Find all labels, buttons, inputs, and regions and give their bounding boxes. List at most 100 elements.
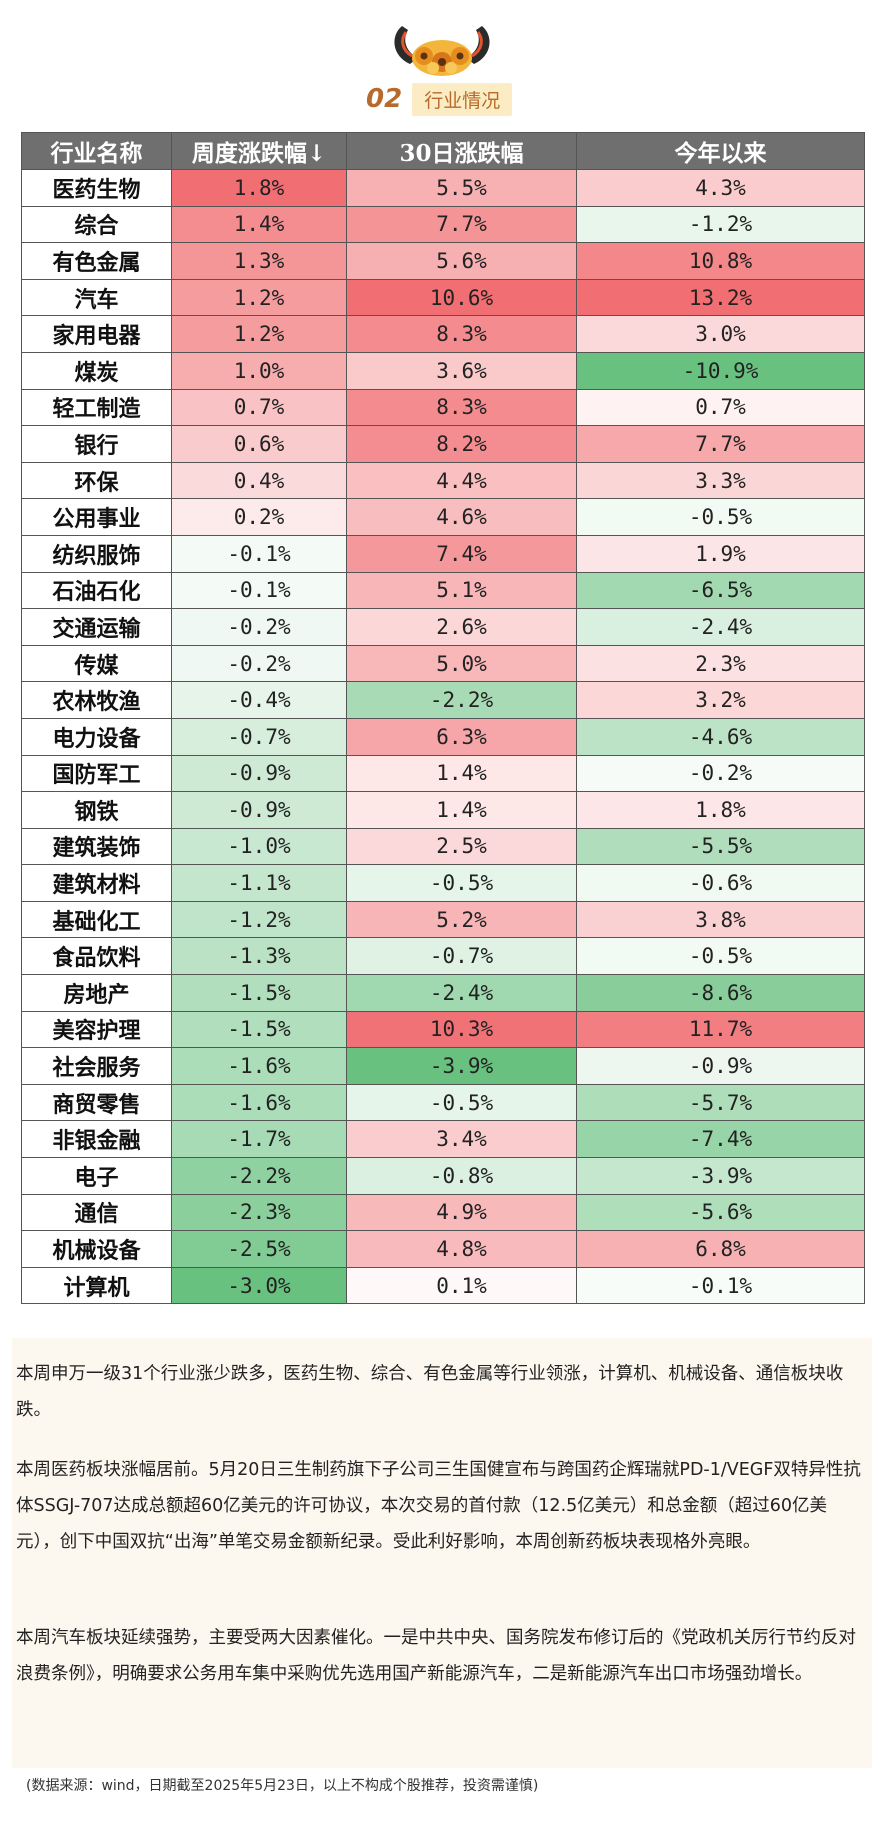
weekly-change-cell: 1.8% <box>171 169 347 207</box>
table-row: 综合 1.4% 7.7% -1.2% <box>21 205 865 244</box>
30day-change-cell: 4.8% <box>346 1230 577 1268</box>
weekly-change-cell: -1.5% <box>171 1010 347 1049</box>
weekly-change-cell: -1.1% <box>171 864 347 902</box>
weekly-change-cell: 1.0% <box>171 351 347 390</box>
ytd-change-cell: 6.8% <box>576 1230 865 1268</box>
industry-name-cell: 非银金融 <box>21 1120 172 1159</box>
industry-name-cell: 环保 <box>21 461 172 500</box>
industry-name-cell: 机械设备 <box>21 1230 172 1268</box>
ytd-change-cell: -0.2% <box>576 754 865 793</box>
30day-change-cell: -0.5% <box>346 864 577 902</box>
30day-change-cell: 5.2% <box>346 900 577 939</box>
weekly-change-cell: 1.2% <box>171 278 347 317</box>
industry-name-cell: 商贸零售 <box>21 1083 172 1122</box>
section-title: 行业情况 <box>412 82 513 116</box>
header-30day-change: 30日涨跌幅 <box>346 132 577 170</box>
30day-change-cell: 1.4% <box>346 754 577 793</box>
ytd-change-cell: 1.9% <box>576 534 865 573</box>
industry-name-cell: 有色金属 <box>21 242 172 280</box>
weekly-change-cell: -1.0% <box>171 827 347 866</box>
ytd-change-cell: 13.2% <box>576 278 865 317</box>
ytd-change-cell: -2.4% <box>576 608 865 646</box>
table-row: 建筑材料 -1.1% -0.5% -0.6% <box>21 864 865 902</box>
30day-change-cell: 7.7% <box>346 205 577 244</box>
table-row: 传媒 -0.2% 5.0% 2.3% <box>21 644 865 683</box>
data-source-note: (数据来源：wind，日期截至2025年5月23日，以上不构成个股推荐，投资需谨… <box>26 1778 539 1794</box>
table-row: 机械设备 -2.5% 4.8% 6.8% <box>21 1230 865 1268</box>
commentary-paragraph-1: 本周申万一级31个行业涨少跌多，医药生物、综合、有色金属等行业领涨，计算机、机械… <box>16 1364 844 1420</box>
weekly-change-cell: -0.2% <box>171 608 347 646</box>
industry-name-cell: 钢铁 <box>21 791 172 829</box>
30day-change-cell: 5.5% <box>346 169 577 207</box>
ytd-change-cell: -5.6% <box>576 1193 865 1232</box>
weekly-change-cell: -0.4% <box>171 681 347 719</box>
30day-change-cell: 3.6% <box>346 351 577 390</box>
weekly-change-cell: 0.6% <box>171 425 347 463</box>
30day-change-cell: -2.4% <box>346 974 577 1012</box>
table-row: 环保 0.4% 4.4% 3.3% <box>21 461 865 500</box>
weekly-change-cell: -0.7% <box>171 717 347 756</box>
industry-name-cell: 电力设备 <box>21 717 172 756</box>
industry-name-cell: 通信 <box>21 1193 172 1232</box>
weekly-change-cell: -1.3% <box>171 937 347 976</box>
ytd-change-cell: 2.3% <box>576 644 865 683</box>
ytd-change-cell: 1.8% <box>576 791 865 829</box>
weekly-change-cell: -0.9% <box>171 754 347 793</box>
section-header: 02 行业情况 <box>0 0 895 120</box>
ytd-change-cell: -0.9% <box>576 1047 865 1085</box>
weekly-change-cell: 1.3% <box>171 242 347 280</box>
table-row: 国防军工 -0.9% 1.4% -0.2% <box>21 754 865 793</box>
table-row: 钢铁 -0.9% 1.4% 1.8% <box>21 791 865 829</box>
30day-change-cell: 5.1% <box>346 571 577 610</box>
30day-change-cell: 1.4% <box>346 791 577 829</box>
30day-change-cell: 8.2% <box>346 425 577 463</box>
ytd-change-cell: -0.5% <box>576 498 865 536</box>
industry-name-cell: 交通运输 <box>21 608 172 646</box>
industry-name-cell: 纺织服饰 <box>21 534 172 573</box>
30day-change-cell: 10.3% <box>346 1010 577 1049</box>
table-row: 非银金融 -1.7% 3.4% -7.4% <box>21 1120 865 1159</box>
ytd-change-cell: -1.2% <box>576 205 865 244</box>
weekly-change-cell: -1.7% <box>171 1120 347 1159</box>
industry-name-cell: 医药生物 <box>21 169 172 207</box>
weekly-change-cell: -1.5% <box>171 974 347 1012</box>
industry-name-cell: 国防军工 <box>21 754 172 793</box>
industry-name-cell: 汽车 <box>21 278 172 317</box>
30day-change-cell: 10.6% <box>346 278 577 317</box>
ytd-change-cell: -3.9% <box>576 1157 865 1195</box>
industry-name-cell: 基础化工 <box>21 900 172 939</box>
30day-change-cell: 2.6% <box>346 608 577 646</box>
weekly-change-cell: -2.5% <box>171 1230 347 1268</box>
30day-change-cell: -0.5% <box>346 1083 577 1122</box>
industry-name-cell: 农林牧渔 <box>21 681 172 719</box>
ytd-change-cell: 0.7% <box>576 388 865 427</box>
industry-name-cell: 石油石化 <box>21 571 172 610</box>
industry-name-cell: 轻工制造 <box>21 388 172 427</box>
30day-change-cell: 0.1% <box>346 1266 577 1305</box>
weekly-change-cell: -1.6% <box>171 1083 347 1122</box>
header-weekly-change[interactable]: 周度涨跌幅↓ <box>171 132 347 170</box>
commentary-box: 本周申万一级31个行业涨少跌多，医药生物、综合、有色金属等行业领涨，计算机、机械… <box>12 1338 872 1768</box>
table-row: 煤炭 1.0% 3.6% -10.9% <box>21 351 865 390</box>
ytd-change-cell: -6.5% <box>576 571 865 610</box>
30day-change-cell: 7.4% <box>346 534 577 573</box>
30day-change-cell: 3.4% <box>346 1120 577 1159</box>
table-row: 社会服务 -1.6% -3.9% -0.9% <box>21 1047 865 1085</box>
industry-name-cell: 社会服务 <box>21 1047 172 1085</box>
industry-table: 行业名称 周度涨跌幅↓ 30日涨跌幅 今年以来 医药生物 1.8% 5.5% 4.3%… <box>21 132 865 1305</box>
table-row: 建筑装饰 -1.0% 2.5% -5.5% <box>21 827 865 866</box>
table-row: 通信 -2.3% 4.9% -5.6% <box>21 1193 865 1232</box>
30day-change-cell: 5.6% <box>346 242 577 280</box>
ytd-change-cell: -0.1% <box>576 1266 865 1305</box>
30day-change-cell: -3.9% <box>346 1047 577 1085</box>
30day-change-cell: 5.0% <box>346 644 577 683</box>
ytd-change-cell: 7.7% <box>576 425 865 463</box>
industry-name-cell: 美容护理 <box>21 1010 172 1049</box>
ytd-change-cell: 10.8% <box>576 242 865 280</box>
30day-change-cell: 4.4% <box>346 461 577 500</box>
table-row: 基础化工 -1.2% 5.2% 3.8% <box>21 900 865 939</box>
weekly-change-cell: -2.3% <box>171 1193 347 1232</box>
ytd-change-cell: 3.2% <box>576 681 865 719</box>
30day-change-cell: -0.7% <box>346 937 577 976</box>
weekly-change-cell: -0.2% <box>171 644 347 683</box>
